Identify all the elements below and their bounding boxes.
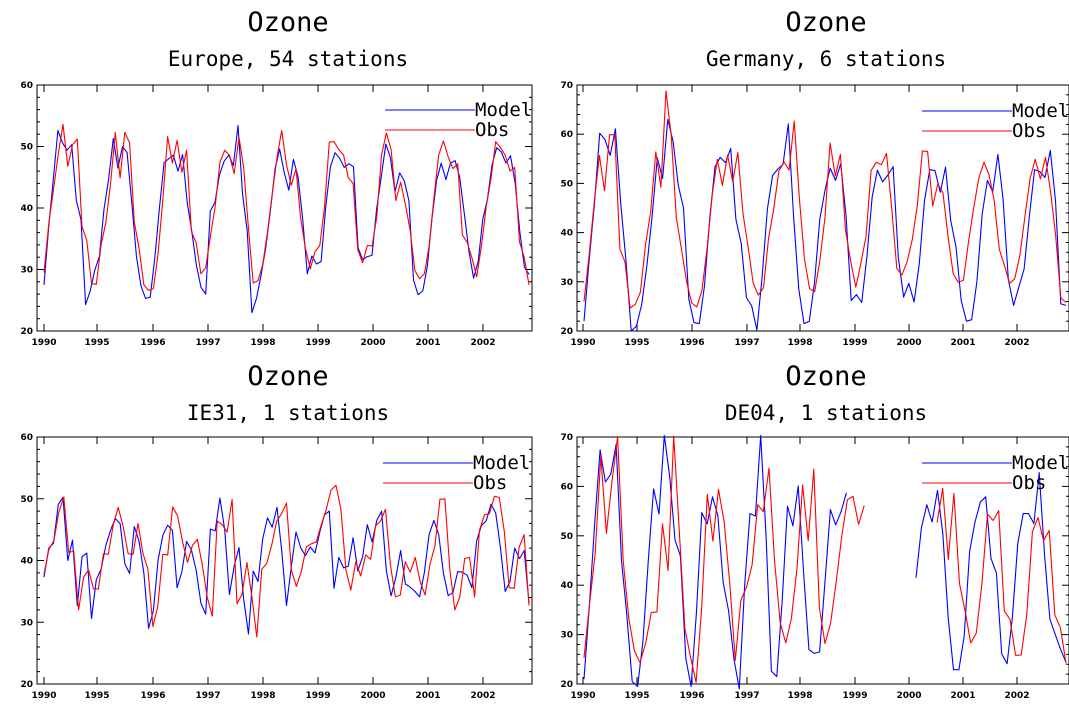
- x-tick-label: 1990: [31, 691, 56, 701]
- x-tick-label: 1999: [305, 338, 330, 348]
- y-tick-label: 50: [20, 495, 33, 505]
- panel-de04: Ozone DE04, 1 stations 20 30 40 50 60 70 1990 1…: [560, 361, 1069, 701]
- plot-frame: [36, 436, 533, 685]
- x-tick-label: 2001: [950, 691, 975, 701]
- x-tick-label: 2002: [470, 691, 495, 701]
- y-tick-label: 70: [560, 433, 573, 443]
- panel-title: Ozone: [247, 7, 328, 38]
- x-tick-label: 1996: [679, 691, 704, 701]
- series-line-obs: [583, 435, 1067, 684]
- x-tick-label: 1998: [787, 691, 812, 701]
- legend-label-model: Model: [1012, 452, 1069, 474]
- legend-label-model: Model: [475, 99, 532, 121]
- x-tick-label: 1998: [250, 691, 275, 701]
- series-line-model: [43, 496, 530, 635]
- x-tick-label: 1998: [787, 338, 812, 348]
- x-tick-label: 1999: [305, 691, 330, 701]
- x-tick-label: 1996: [140, 691, 165, 701]
- panel-title: Ozone: [247, 361, 328, 392]
- y-tick-label: 30: [20, 618, 33, 628]
- x-tick-label: 2001: [950, 338, 975, 348]
- x-tick-label: 1995: [624, 691, 649, 701]
- x-tick-label: 1995: [84, 691, 109, 701]
- y-tick-label: 60: [560, 482, 573, 492]
- x-tick-label: 1990: [570, 338, 595, 348]
- y-tick-label: 50: [560, 532, 573, 542]
- x-tick-label: 1997: [734, 338, 759, 348]
- panel-subtitle: IE31, 1 stations: [187, 401, 389, 425]
- legend-label-obs: Obs: [475, 119, 509, 141]
- panel-title: Ozone: [785, 7, 866, 38]
- x-tick-label: 2001: [415, 691, 440, 701]
- x-tick-label: 2002: [470, 338, 495, 348]
- y-tick-label: 30: [560, 278, 573, 288]
- panel-subtitle: Germany, 6 stations: [706, 47, 946, 71]
- y-tick-label: 20: [20, 327, 33, 337]
- x-tick-label: 1995: [84, 338, 109, 348]
- series-line-obs: [43, 484, 530, 638]
- panel-germany: Ozone Germany, 6 stations 20 30 40 50 60 70 19…: [560, 7, 1069, 348]
- legend-label-obs: Obs: [1012, 472, 1046, 494]
- y-tick-label: 30: [560, 631, 573, 641]
- series-line-model: [583, 118, 1067, 332]
- panel-ie31: Ozone IE31, 1 stations 20 30 40 50 60 1990 199…: [20, 361, 533, 701]
- legend-label-model: Model: [1012, 100, 1069, 122]
- plot-frame: [576, 436, 1069, 685]
- x-tick-label: 2002: [1004, 338, 1029, 348]
- legend-label-model: Model: [473, 452, 530, 474]
- x-tick-label: 1999: [842, 691, 867, 701]
- x-tick-label: 1996: [679, 338, 704, 348]
- y-tick-label: 20: [560, 680, 573, 690]
- series-line-obs: [583, 90, 1067, 309]
- y-tick-label: 20: [20, 680, 33, 690]
- y-tick-label: 20: [560, 327, 573, 337]
- panel-europe: Ozone Europe, 54 stations 20 30 40 50 60 1990…: [20, 7, 533, 348]
- x-tick-label: 2000: [896, 691, 921, 701]
- x-tick-label: 1996: [140, 338, 165, 348]
- y-tick-label: 40: [560, 581, 573, 591]
- x-tick-label: 1995: [624, 338, 649, 348]
- series-line-model: [583, 434, 1067, 690]
- series-line-obs: [43, 123, 530, 291]
- plot-frame: [36, 84, 533, 332]
- legend-label-obs: Obs: [1012, 120, 1046, 142]
- y-tick-label: 40: [20, 557, 33, 567]
- x-tick-label: 2000: [360, 338, 385, 348]
- x-tick-label: 2001: [415, 338, 440, 348]
- panel-subtitle: DE04, 1 stations: [725, 401, 927, 425]
- x-tick-label: 1998: [250, 338, 275, 348]
- y-tick-label: 60: [20, 433, 33, 443]
- series-line-model: [43, 125, 530, 314]
- y-tick-label: 50: [20, 143, 33, 153]
- y-tick-label: 30: [20, 266, 33, 276]
- y-tick-label: 60: [20, 81, 33, 91]
- y-tick-label: 60: [560, 130, 573, 140]
- legend-label-obs: Obs: [473, 472, 507, 494]
- x-tick-label: 1990: [570, 691, 595, 701]
- y-tick-label: 50: [560, 179, 573, 189]
- x-tick-label: 1990: [31, 338, 56, 348]
- x-tick-label: 2000: [896, 338, 921, 348]
- x-tick-label: 1997: [734, 691, 759, 701]
- panel-subtitle: Europe, 54 stations: [168, 47, 408, 71]
- x-tick-label: 2000: [360, 691, 385, 701]
- x-tick-label: 1997: [195, 691, 220, 701]
- x-tick-label: 1999: [842, 338, 867, 348]
- x-tick-label: 1997: [195, 338, 220, 348]
- panel-title: Ozone: [785, 361, 866, 392]
- x-tick-label: 2002: [1004, 691, 1029, 701]
- plot-frame: [576, 84, 1069, 332]
- y-tick-label: 40: [560, 229, 573, 239]
- y-tick-label: 40: [20, 204, 33, 214]
- y-tick-label: 70: [560, 81, 573, 91]
